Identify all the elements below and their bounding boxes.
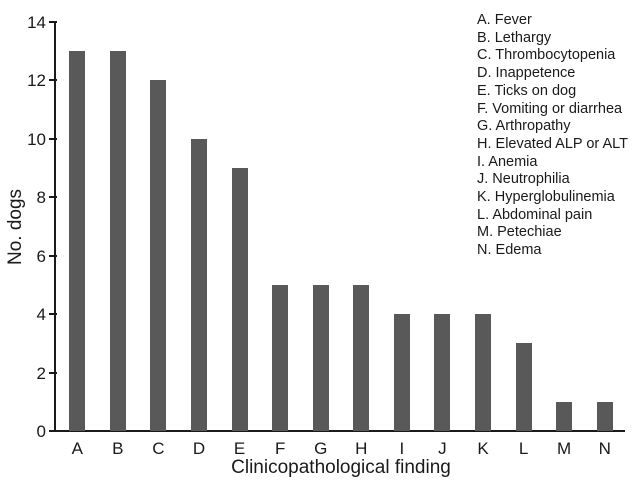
x-category-label: B: [112, 439, 124, 458]
bar-J: [434, 314, 451, 431]
x-axis-title: Clinicopathological finding: [231, 457, 451, 478]
legend-item: E. Ticks on dog: [477, 82, 577, 99]
bar-M: [556, 401, 573, 431]
bar-G: [312, 284, 329, 431]
y-axis-line: [54, 21, 56, 432]
x-category-label: K: [477, 439, 489, 458]
y-tick: [49, 254, 57, 257]
legend-item: I. Anemia: [477, 153, 538, 170]
bar-F: [272, 284, 289, 431]
legend-item: K. Hyperglobulinemia: [477, 189, 615, 206]
bar-A: [69, 51, 86, 431]
x-category-label: F: [274, 439, 286, 458]
legend: A. Fever B. Lethargy C. Thrombocytopenia D.…: [477, 12, 628, 260]
legend-item: B. Lethargy: [477, 29, 552, 46]
y-tick-label: 8: [36, 188, 46, 208]
bar-C: [150, 80, 167, 431]
y-tick: [49, 313, 57, 316]
x-category-label: N: [598, 439, 611, 458]
legend-item: L. Abdominal pain: [477, 206, 593, 223]
y-tick-label: 14: [27, 13, 46, 32]
y-tick: [49, 371, 57, 374]
legend-item: A. Fever: [477, 12, 532, 28]
y-tick-label: 4: [36, 305, 46, 325]
x-category-label: L: [518, 439, 529, 458]
legend-item: H. Elevated ALP or ALT: [477, 135, 628, 152]
bar-L: [515, 343, 532, 431]
y-tick-label: 12: [27, 71, 46, 91]
legend-item: G. Arthropathy: [477, 118, 571, 135]
x-category-label: C: [152, 439, 165, 458]
y-tick-label: 6: [36, 246, 46, 266]
y-tick: [49, 196, 57, 199]
bar-N: [596, 401, 613, 431]
y-axis-title: No. dogs: [5, 188, 26, 266]
bar-I: [393, 314, 410, 431]
x-category-label: M: [557, 439, 572, 458]
y-tick-label: 0: [36, 422, 46, 441]
bar-K: [475, 314, 491, 431]
legend-item: M. Petechiae: [477, 224, 562, 241]
y-tick: [49, 137, 57, 140]
x-category-label: D: [192, 439, 206, 458]
x-category-label: G: [314, 439, 328, 458]
legend-item: C. Thrombocytopenia: [477, 47, 616, 64]
x-category-label: I: [399, 439, 405, 458]
x-category-label: J: [438, 439, 447, 458]
y-tick-label: 10: [27, 129, 46, 149]
bar-B: [109, 51, 126, 431]
x-category-label: H: [355, 439, 368, 458]
legend-item: J. Neutrophilia: [477, 171, 570, 188]
bar-D: [191, 138, 207, 431]
y-tick: [49, 79, 57, 82]
legend-item: F. Vomiting or diarrhea: [477, 100, 623, 117]
legend-item: D. Inappetence: [477, 65, 576, 82]
x-axis-line: [52, 430, 625, 432]
x-category-label: E: [233, 439, 246, 458]
x-category-label: A: [71, 439, 83, 458]
y-tick-label: 2: [36, 363, 46, 383]
y-tick: [49, 430, 57, 432]
legend-item: N. Edema: [477, 242, 542, 259]
bar-E: [231, 168, 248, 431]
bar-H: [353, 284, 370, 431]
y-tick: [49, 21, 57, 23]
